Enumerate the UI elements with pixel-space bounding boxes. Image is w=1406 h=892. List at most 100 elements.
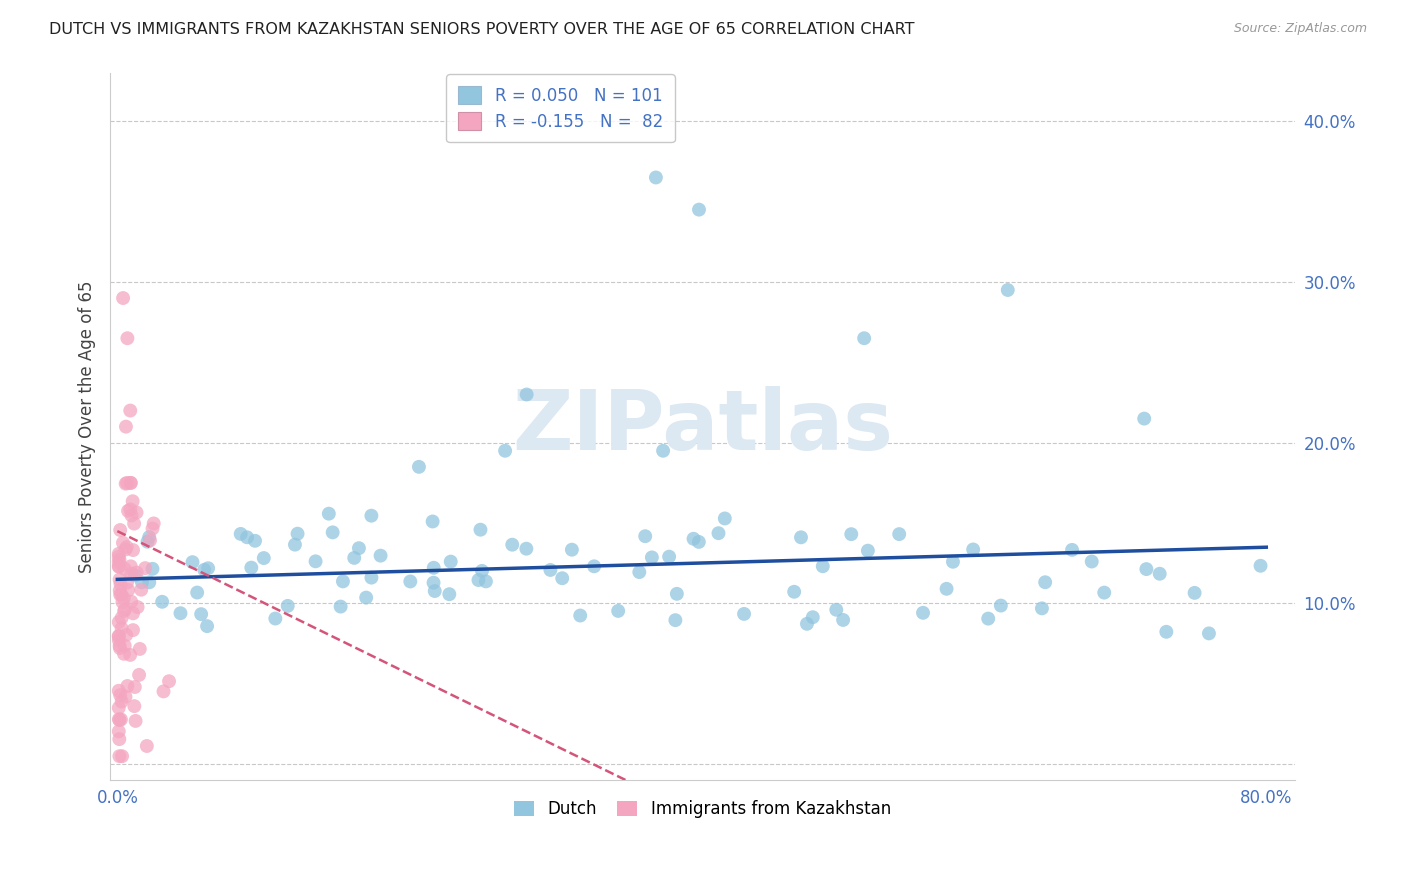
- Point: [136, 534, 159, 549]
- Point: [990, 599, 1012, 613]
- Point: [181, 555, 204, 569]
- Point: [150, 595, 173, 609]
- Point: [120, 475, 142, 490]
- Point: [117, 331, 139, 345]
- Point: [1156, 624, 1178, 639]
- Point: [1031, 601, 1053, 615]
- Point: [111, 749, 134, 764]
- Point: [114, 690, 136, 704]
- Legend: Dutch, Immigrants from Kazakhstan: Dutch, Immigrants from Kazakhstan: [508, 794, 897, 825]
- Point: [229, 527, 252, 541]
- Point: [551, 571, 574, 585]
- Point: [942, 555, 965, 569]
- Point: [1135, 562, 1157, 576]
- Point: [796, 616, 818, 631]
- Point: [347, 541, 370, 556]
- Point: [108, 523, 131, 537]
- Point: [124, 680, 146, 694]
- Point: [108, 732, 131, 747]
- Point: [197, 561, 219, 575]
- Point: [360, 508, 382, 523]
- Point: [1033, 575, 1056, 590]
- Point: [322, 525, 344, 540]
- Point: [120, 566, 142, 581]
- Point: [236, 530, 259, 544]
- Point: [120, 595, 142, 609]
- Point: [652, 443, 675, 458]
- Point: [122, 607, 145, 621]
- Point: [408, 459, 430, 474]
- Point: [122, 516, 145, 531]
- Point: [110, 713, 132, 727]
- Point: [108, 583, 131, 598]
- Point: [193, 563, 215, 577]
- Point: [121, 508, 143, 523]
- Point: [707, 526, 730, 541]
- Point: [120, 559, 142, 574]
- Point: [120, 648, 142, 662]
- Point: [997, 283, 1019, 297]
- Point: [1184, 586, 1206, 600]
- Point: [856, 543, 879, 558]
- Point: [108, 559, 131, 574]
- Point: [343, 550, 366, 565]
- Point: [688, 202, 710, 217]
- Point: [1060, 542, 1083, 557]
- Point: [114, 562, 136, 576]
- Point: [107, 629, 129, 643]
- Point: [825, 603, 848, 617]
- Point: [108, 588, 131, 602]
- Point: [107, 683, 129, 698]
- Point: [1149, 566, 1171, 581]
- Point: [889, 527, 911, 541]
- Point: [801, 610, 824, 624]
- Point: [195, 619, 218, 633]
- Point: [134, 561, 156, 575]
- Point: [111, 621, 134, 635]
- Text: DUTCH VS IMMIGRANTS FROM KAZAKHSTAN SENIORS POVERTY OVER THE AGE OF 65 CORRELATI: DUTCH VS IMMIGRANTS FROM KAZAKHSTAN SENI…: [49, 22, 915, 37]
- Point: [108, 553, 131, 567]
- Point: [253, 551, 276, 566]
- Point: [186, 585, 208, 599]
- Point: [129, 582, 152, 597]
- Point: [501, 538, 523, 552]
- Point: [117, 679, 139, 693]
- Point: [117, 583, 139, 598]
- Point: [111, 595, 134, 609]
- Point: [1080, 555, 1102, 569]
- Point: [107, 724, 129, 739]
- Point: [115, 575, 138, 590]
- Point: [110, 577, 132, 591]
- Point: [141, 562, 163, 576]
- Point: [634, 529, 657, 543]
- Point: [399, 574, 422, 589]
- Point: [128, 642, 150, 657]
- Point: [1250, 558, 1272, 573]
- Point: [114, 542, 136, 557]
- Point: [494, 443, 516, 458]
- Point: [561, 542, 583, 557]
- Point: [107, 547, 129, 561]
- Point: [157, 674, 180, 689]
- Point: [440, 555, 463, 569]
- Point: [641, 550, 664, 565]
- Point: [107, 615, 129, 629]
- Point: [108, 639, 131, 653]
- Point: [318, 507, 340, 521]
- Point: [107, 555, 129, 569]
- Point: [658, 549, 681, 564]
- Text: Source: ZipAtlas.com: Source: ZipAtlas.com: [1233, 22, 1367, 36]
- Point: [475, 574, 498, 589]
- Y-axis label: Seniors Poverty Over the Age of 65: Seniors Poverty Over the Age of 65: [79, 280, 96, 573]
- Point: [911, 606, 934, 620]
- Point: [112, 604, 135, 618]
- Point: [515, 541, 537, 556]
- Point: [131, 575, 153, 590]
- Point: [112, 647, 135, 661]
- Point: [117, 504, 139, 518]
- Point: [108, 713, 131, 727]
- Point: [138, 530, 160, 544]
- Point: [790, 530, 813, 544]
- Point: [110, 588, 132, 602]
- Point: [114, 639, 136, 653]
